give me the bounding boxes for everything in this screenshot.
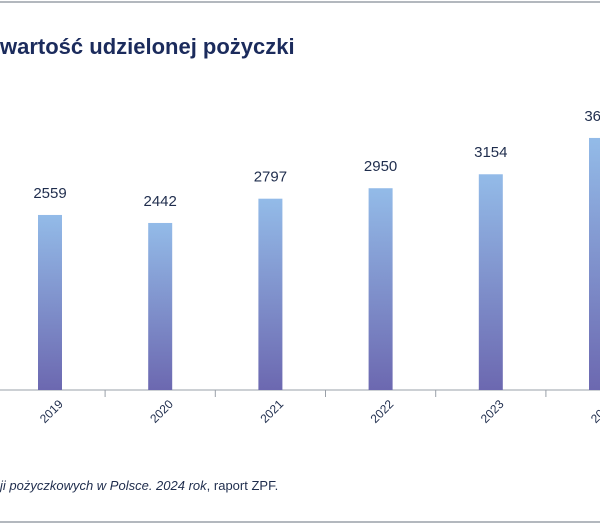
bar bbox=[368, 188, 393, 390]
value-label: 3154 bbox=[474, 144, 507, 161]
value-label: 2797 bbox=[254, 169, 287, 186]
x-tick-label: 2023 bbox=[478, 397, 507, 426]
value-label: 3685 bbox=[584, 108, 600, 125]
source-rest: , raport ZPF. bbox=[207, 478, 279, 493]
source-italic: ji pożyczkowych w Polsce. 2024 rok bbox=[0, 478, 208, 493]
x-tick-label: 2019 bbox=[37, 397, 66, 426]
x-tick-label: 2020 bbox=[147, 397, 176, 426]
bar bbox=[148, 222, 173, 390]
bar bbox=[589, 137, 600, 390]
bar bbox=[258, 198, 283, 390]
value-label: 2950 bbox=[364, 158, 397, 175]
value-label: 2442 bbox=[144, 193, 177, 210]
source: ji pożyczkowych w Polsce. 2024 rok, rapo… bbox=[0, 478, 278, 493]
bar bbox=[38, 214, 62, 390]
value-label: 2559 bbox=[33, 185, 66, 202]
chart-title: wartość udzielonej pożyczki bbox=[0, 34, 295, 59]
x-tick-label: 2021 bbox=[257, 397, 286, 426]
x-tick-label: 2024 bbox=[588, 397, 600, 426]
bar bbox=[478, 174, 503, 390]
x-tick-label: 2022 bbox=[368, 397, 397, 426]
